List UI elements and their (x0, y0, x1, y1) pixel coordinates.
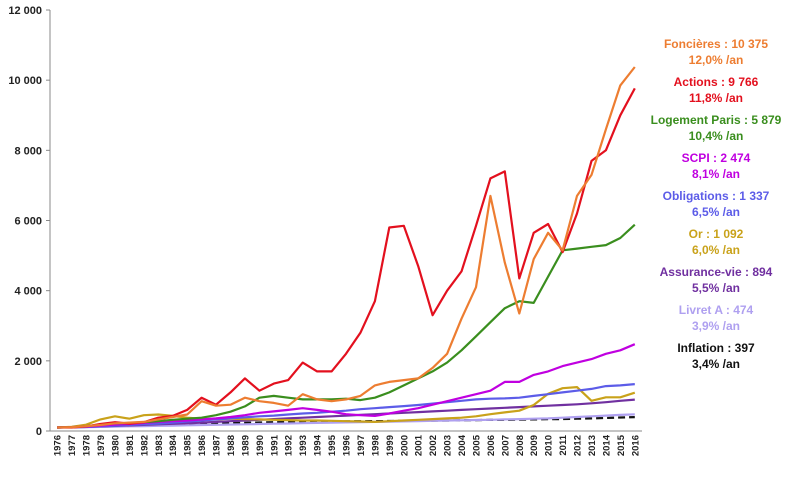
x-tick-label: 2015 (616, 434, 627, 456)
x-tick-label: 1987 (212, 435, 223, 456)
x-tick-label: 1985 (183, 434, 194, 456)
x-tick-label: 2011 (558, 434, 569, 455)
x-tick-label: 1994 (313, 434, 324, 456)
x-tick-label: 1988 (226, 435, 237, 456)
x-tick-label: 1979 (96, 435, 107, 456)
x-tick-label: 1990 (255, 435, 266, 456)
x-tick-label: 1982 (139, 435, 150, 456)
series-lines (57, 66, 636, 429)
y-tick-label: 2 000 (14, 356, 42, 368)
legend-rate: 6,5% /an (691, 205, 741, 219)
x-tick-labels: 1976 1977 1978 1979 1980 1981 1982 1983 1984 1985… (53, 434, 642, 456)
legend-value: SCPI : 2 474 (681, 151, 751, 165)
legend-item-inflation: Inflation : 397 3,4% /an (640, 340, 792, 372)
x-tick-label: 2006 (486, 435, 497, 456)
x-tick-label: 1984 (168, 434, 179, 456)
legend-item-or: Or : 1 092 6,0% /an (640, 226, 792, 258)
legend-item-scpi: SCPI : 2 474 8,1% /an (640, 150, 792, 182)
legend-item-assurance-vie: Assurance-vie : 894 5,5% /an (640, 264, 792, 296)
x-tick-label: 1991 (269, 434, 280, 456)
legend-item-obligations: Obligations : 1 337 6,5% /an (640, 188, 792, 220)
x-tick-label: 2004 (457, 434, 468, 456)
legend-item-logement-paris: Logement Paris : 5 879 10,4% /an (640, 112, 792, 144)
x-tick-label: 2008 (515, 435, 526, 456)
legend-rate: 10,4% /an (688, 129, 744, 143)
x-tick-label: 2010 (544, 435, 555, 456)
x-tick-label: 1995 (327, 434, 338, 456)
legend-rate: 11,8% /an (688, 91, 744, 105)
legend-item-livret-a: Livret A : 474 3,9% /an (640, 302, 792, 334)
legend-value: Actions : 9 766 (673, 75, 759, 89)
x-tick-label: 1999 (385, 435, 396, 456)
y-tick-label: 0 (36, 426, 42, 438)
x-tick-label: 2003 (443, 435, 454, 456)
x-tick-label: 2002 (428, 435, 439, 456)
x-tick-label: 1977 (67, 435, 78, 456)
x-tick-label: 1996 (342, 435, 353, 456)
y-tick-label: 8 000 (14, 145, 42, 157)
legend-item-actions: Actions : 9 766 11,8% /an (640, 74, 792, 106)
legend-item-fonci-res: Foncières : 10 375 12,0% /an (640, 36, 792, 68)
x-tick-label: 2007 (500, 435, 511, 456)
series-line-fonci-res (57, 66, 636, 429)
x-tick-label: 2005 (471, 434, 482, 456)
legend-value: Assurance-vie : 894 (659, 265, 773, 279)
y-tick-label: 12 000 (8, 5, 42, 17)
x-tick-label: 2016 (630, 435, 641, 456)
legend-rate: 8,1% /an (691, 167, 741, 181)
series-line-actions (57, 87, 636, 429)
series-line-logement-paris (57, 223, 636, 429)
legend-value: Logement Paris : 5 879 (650, 113, 782, 127)
x-tick-label: 1976 (53, 435, 64, 456)
x-tick-label: 1998 (370, 435, 381, 456)
series-line-or (57, 386, 636, 429)
legend-value: Obligations : 1 337 (662, 189, 770, 203)
x-tick-label: 2001 (414, 434, 425, 456)
legend-rate: 12,0% /an (688, 53, 744, 67)
y-tick-labels: 0 2 000 4 000 6 000 8 000 10 000 12 000 (8, 5, 50, 438)
legend-value: Livret A : 474 (678, 303, 754, 317)
y-tick-label: 4 000 (14, 286, 42, 298)
legend-value: Foncières : 10 375 (663, 37, 769, 51)
x-tick-label: 2012 (573, 435, 584, 456)
legend-value: Or : 1 092 (688, 227, 744, 241)
series-line-livret-a (57, 413, 635, 429)
x-tick-label: 1992 (284, 435, 295, 456)
x-tick-label: 2014 (601, 434, 612, 456)
legend-rate: 6,0% /an (691, 243, 741, 257)
x-tick-label: 1989 (240, 435, 251, 456)
x-tick-label: 2009 (529, 435, 540, 456)
x-tick-label: 1983 (154, 435, 165, 456)
x-tick-label: 1997 (356, 435, 367, 456)
x-tick-label: 1981 (125, 434, 136, 456)
series-line-obligations (57, 383, 635, 429)
y-tick-label: 6 000 (14, 216, 42, 228)
legend-rate: 3,9% /an (691, 319, 741, 333)
x-tick-label: 1986 (197, 435, 208, 456)
x-tick-label: 1993 (298, 435, 309, 456)
x-tick-label: 1980 (110, 435, 121, 456)
x-tick-label: 2013 (587, 435, 598, 456)
legend-rate: 5,5% /an (691, 281, 741, 295)
x-tick-label: 2000 (399, 435, 410, 456)
legend-value: Inflation : 397 (677, 341, 755, 355)
legend-rate: 3,4% /an (691, 357, 741, 371)
x-tick-label: 1978 (82, 435, 93, 456)
legend: Foncières : 10 375 12,0% /an Actions : 9 7… (640, 36, 792, 378)
y-tick-label: 10 000 (8, 75, 42, 87)
